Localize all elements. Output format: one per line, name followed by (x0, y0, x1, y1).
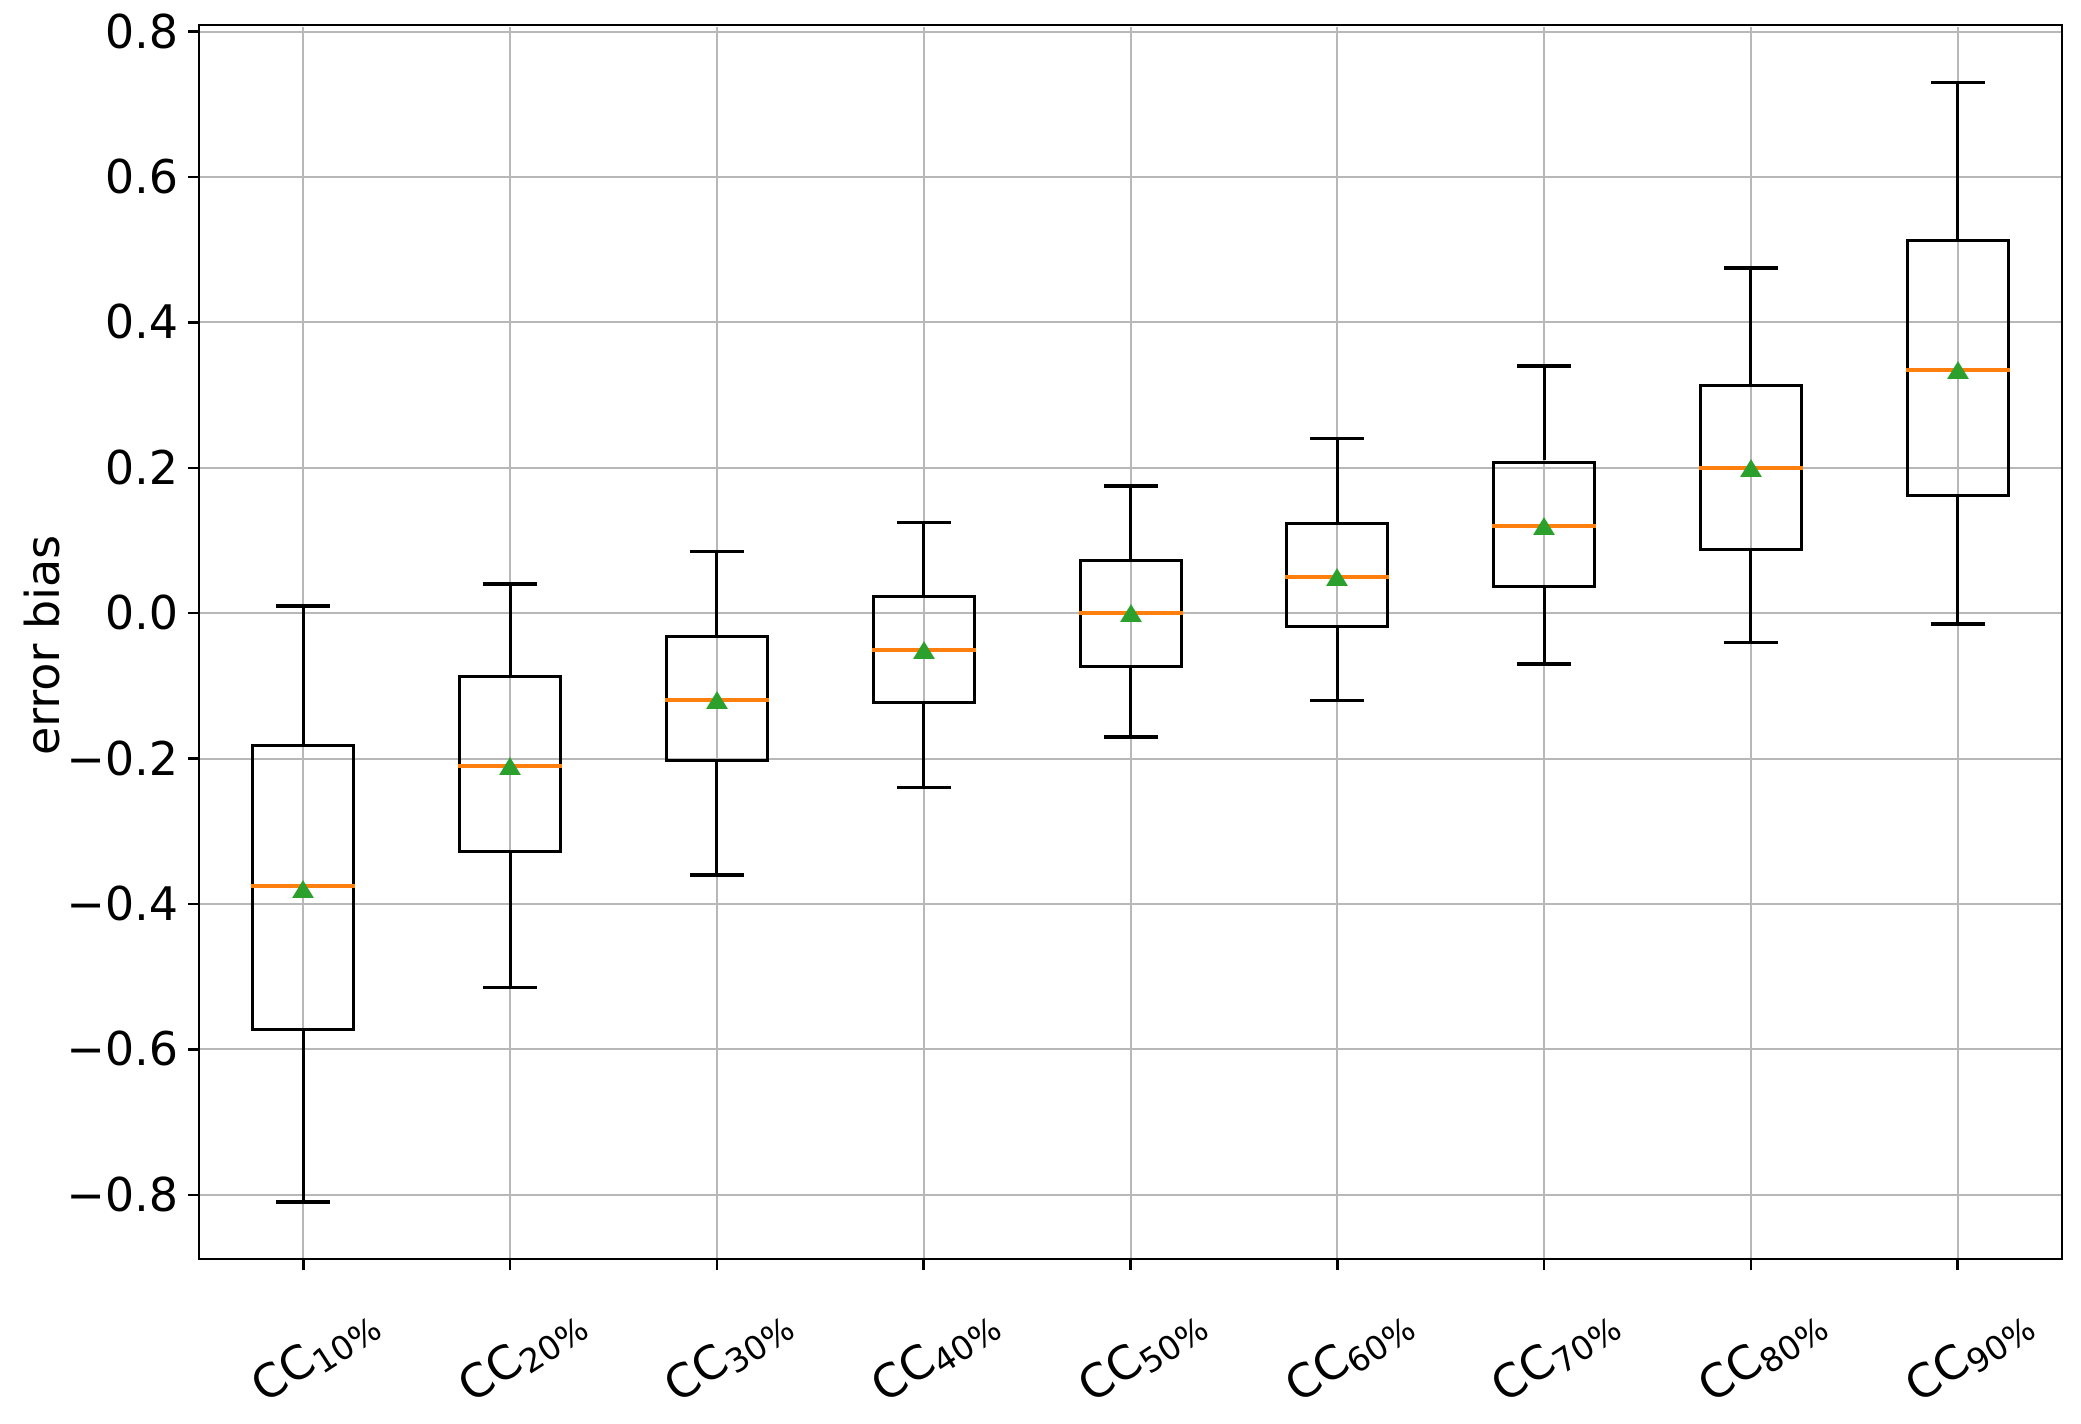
whisker-lower (1749, 551, 1753, 643)
mean-marker (1326, 567, 1349, 586)
mean-marker (292, 880, 315, 899)
y-tick-label: −0.6 (66, 1022, 178, 1077)
whisker-upper (1542, 365, 1546, 461)
whisker-lower (1956, 496, 1960, 625)
x-tick-label: CC90% (1895, 1296, 2042, 1414)
whisker-lower (508, 853, 512, 988)
whisker-cap-upper (1517, 364, 1572, 368)
y-tick-mark (188, 1048, 200, 1051)
y-axis-label: error bias (16, 534, 70, 755)
y-tick-label: 0.2 (104, 440, 178, 495)
x-tick-label: CC60% (1275, 1296, 1422, 1414)
y-tick-mark (188, 611, 200, 615)
whisker-cap-lower (276, 1200, 331, 1204)
whisker-cap-lower (1310, 698, 1365, 703)
y-tick-label: 0.8 (104, 4, 178, 59)
whisker-cap-upper (896, 520, 951, 525)
whisker-cap-upper (1103, 484, 1158, 488)
mean-marker (1739, 458, 1762, 477)
x-tick-label: CC80% (1688, 1296, 1835, 1414)
mean-marker (705, 691, 728, 710)
x-tick-mark (1956, 1258, 1959, 1270)
whisker-cap-upper (483, 582, 538, 586)
whisker-upper (1129, 485, 1132, 559)
y-tick-mark (188, 757, 200, 760)
y-tick-label: 0.0 (104, 586, 178, 641)
x-tick-mark (1129, 1258, 1132, 1270)
whisker-cap-lower (896, 785, 951, 790)
whisker-cap-lower (483, 985, 538, 990)
whisker-lower (1542, 587, 1546, 665)
whisker-lower (922, 704, 926, 788)
x-tick-mark (1749, 1258, 1753, 1270)
whisker-lower (1335, 627, 1339, 701)
y-tick-label: −0.8 (66, 1167, 178, 1222)
whisker-cap-lower (1103, 735, 1158, 739)
whisker-cap-upper (689, 549, 744, 554)
y-tick-label: 0.6 (104, 149, 178, 204)
mean-marker (1119, 604, 1142, 623)
mean-marker (1533, 516, 1556, 535)
whisker-upper (715, 551, 719, 635)
mean-marker (499, 756, 522, 775)
y-tick-label: −0.2 (66, 731, 178, 786)
x-tick-mark (715, 1258, 719, 1270)
y-tick-mark (188, 466, 200, 470)
whisker-cap-upper (1723, 266, 1778, 270)
x-tick-label: CC20% (448, 1296, 595, 1414)
x-tick-label: CC40% (861, 1296, 1008, 1414)
x-tick-label: CC50% (1068, 1296, 1215, 1414)
whisker-upper (1749, 267, 1753, 385)
y-tick-mark (188, 902, 200, 906)
y-tick-mark (188, 1193, 200, 1196)
y-tick-mark (188, 321, 200, 324)
v-gridline (1956, 26, 1959, 1258)
whisker-cap-lower (1517, 662, 1572, 666)
whisker-cap-upper (1930, 80, 1985, 85)
x-tick-mark (922, 1258, 925, 1270)
whisker-cap-upper (1310, 436, 1365, 441)
whisker-upper (508, 584, 512, 675)
y-tick-mark (188, 175, 200, 179)
whisker-upper (301, 605, 305, 745)
whisker-cap-upper (276, 604, 331, 608)
mean-marker (1946, 360, 1969, 379)
y-tick-mark (188, 30, 200, 33)
x-tick-mark (508, 1258, 512, 1270)
x-tick-mark (1336, 1258, 1339, 1270)
y-tick-label: −0.4 (66, 876, 178, 931)
x-tick-mark (302, 1258, 305, 1270)
x-tick-label: CC10% (241, 1296, 388, 1414)
whisker-lower (301, 1031, 305, 1202)
whisker-cap-lower (1723, 640, 1778, 644)
x-tick-label: CC70% (1481, 1296, 1628, 1414)
whisker-upper (922, 522, 926, 595)
v-gridline (1129, 26, 1132, 1258)
x-tick-mark (1542, 1258, 1546, 1270)
whisker-cap-lower (689, 873, 744, 877)
whisker-upper (1956, 82, 1960, 239)
whisker-lower (1129, 667, 1132, 737)
whisker-cap-lower (1930, 622, 1985, 626)
whisker-upper (1335, 438, 1339, 523)
y-tick-label: 0.4 (104, 295, 178, 350)
whisker-lower (715, 762, 719, 875)
x-tick-label: CC30% (654, 1296, 801, 1414)
v-gridline (715, 26, 718, 1258)
mean-marker (912, 640, 935, 659)
